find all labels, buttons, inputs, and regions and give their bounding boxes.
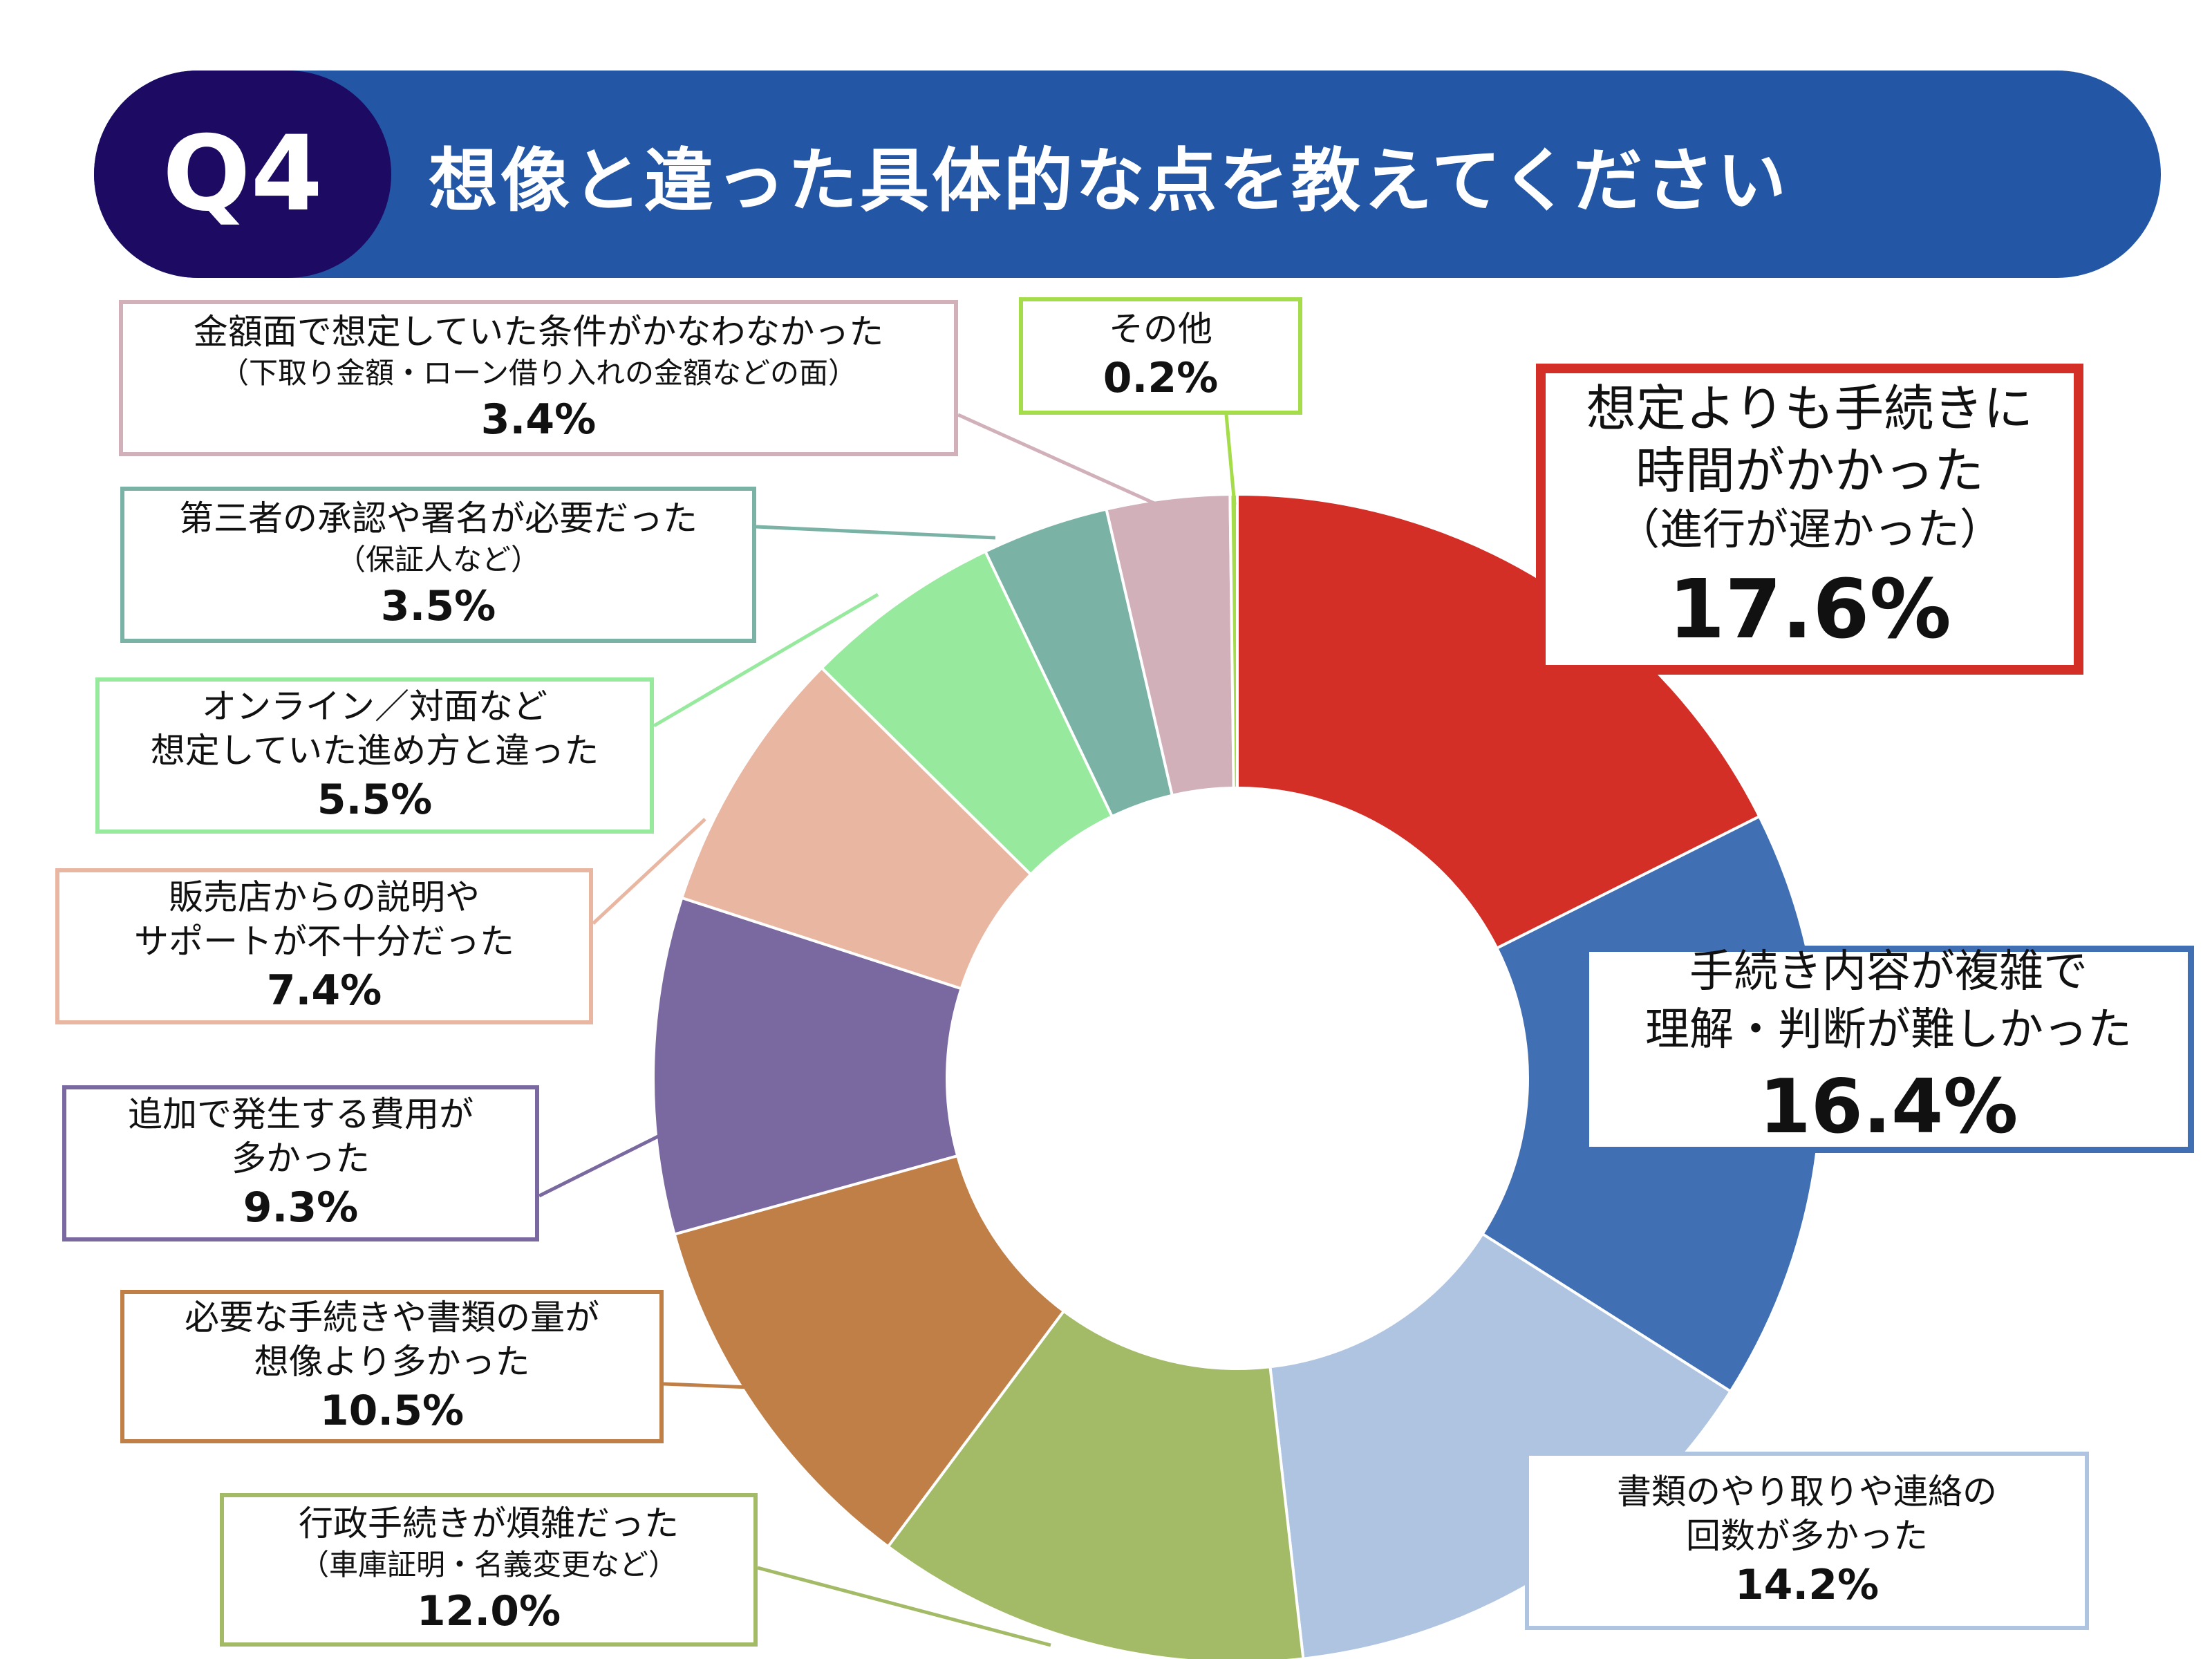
slice-label-note: （下取り金額・ローン借り入れの金額などの面）	[220, 356, 857, 390]
slice-label: 追加で発生する費用が 多かった 9.3%	[62, 1085, 539, 1241]
slice-label-text: サポートが不十分だった	[134, 921, 514, 962]
slice-label-text: 行政手続きが煩雑だった	[299, 1503, 679, 1544]
slice-percentage: 7.4%	[266, 966, 382, 1015]
donut-slice	[679, 666, 1033, 991]
slice-label-text: オンライン／対面など	[202, 686, 547, 727]
slice-percentage: 5.5%	[317, 776, 433, 824]
slice-label-text: その他	[1109, 309, 1212, 349]
donut-slice	[673, 1154, 1066, 1549]
slice-label-text: 回数が多かった	[1686, 1516, 1928, 1556]
slice-label-text: 金額面で想定していた条件がかなわなかった	[193, 312, 884, 352]
slice-label: その他 0.2%	[1019, 297, 1302, 415]
slice-percentage: 10.5%	[319, 1387, 465, 1435]
slice-label-text: 理解・判断が難しかった	[1645, 1004, 2132, 1056]
slice-label: 想定よりも手続きに 時間がかかった （進行が遅かった） 17.6%	[1536, 364, 2083, 675]
slice-label: 書類のやり取りや連絡の 回数が多かった 14.2%	[1525, 1452, 2089, 1630]
slice-percentage: 16.4%	[1759, 1064, 2018, 1150]
slice-label-text: 想定よりも手続きに	[1586, 379, 2034, 438]
leader-line	[653, 592, 879, 728]
slice-label-text: 想像より多かった	[254, 1342, 530, 1382]
leader-line	[757, 1566, 1051, 1647]
slice-percentage: 17.6%	[1668, 561, 1951, 657]
slice-label-text: 書類のやり取りや連絡の	[1617, 1472, 1997, 1512]
donut-slice	[885, 1309, 1305, 1659]
leader-line	[538, 1132, 665, 1198]
slice-label-text: 多かった	[232, 1138, 370, 1179]
donut-slice	[1236, 492, 1761, 950]
leader-line	[663, 1382, 768, 1390]
slice-label-note: （保証人など）	[336, 543, 540, 577]
slice-label-text: 想定していた進め方と違った	[150, 731, 599, 771]
slice-percentage: 3.4%	[480, 395, 597, 444]
slice-label: 第三者の承認や署名が必要だった （保証人など） 3.5%	[120, 487, 756, 643]
leader-line	[957, 413, 1156, 505]
leader-line	[592, 818, 706, 925]
leader-line	[1224, 414, 1237, 505]
slice-label-text: 時間がかかった	[1635, 442, 1984, 500]
slice-percentage: 12.0%	[416, 1587, 561, 1635]
slice-percentage: 9.3%	[243, 1183, 359, 1232]
slice-label-note: （車庫証明・名義変更など）	[299, 1548, 677, 1582]
slice-label: 金額面で想定していた条件がかなわなかった （下取り金額・ローン借り入れの金額などの…	[119, 300, 958, 456]
slice-percentage: 3.5%	[380, 582, 496, 630]
leader-line	[756, 525, 996, 540]
title-banner	[94, 71, 2161, 278]
slice-percentage: 14.2%	[1734, 1561, 1880, 1609]
slice-label-note: （進行が遅かった）	[1616, 504, 2003, 554]
slice-label: オンライン／対面など 想定していた進め方と違った 5.5%	[95, 677, 654, 834]
slice-label-text: 販売店からの説明や	[169, 877, 480, 917]
page-title: 想像と違った具体的な点を教えてください	[429, 140, 1789, 221]
slice-label: 行政手続きが煩雑だった （車庫証明・名義変更など） 12.0%	[220, 1493, 758, 1647]
slice-label-text: 追加で発生する費用が	[128, 1094, 474, 1134]
slice-label: 必要な手続きや書類の量が 想像より多かった 10.5%	[120, 1290, 664, 1443]
slice-label: 手続き内容が複雑で 理解・判断が難しかった 16.4%	[1583, 946, 2194, 1153]
slice-label: 販売店からの説明や サポートが不十分だった 7.4%	[55, 868, 593, 1024]
slice-label-text: 必要な手続きや書類の量が	[185, 1297, 599, 1338]
slice-percentage: 0.2%	[1103, 354, 1219, 402]
slice-label-text: 手続き内容が複雑で	[1689, 946, 2088, 997]
question-badge: Q4	[94, 71, 391, 278]
slice-label-text: 第三者の承認や署名が必要だった	[179, 498, 697, 538]
